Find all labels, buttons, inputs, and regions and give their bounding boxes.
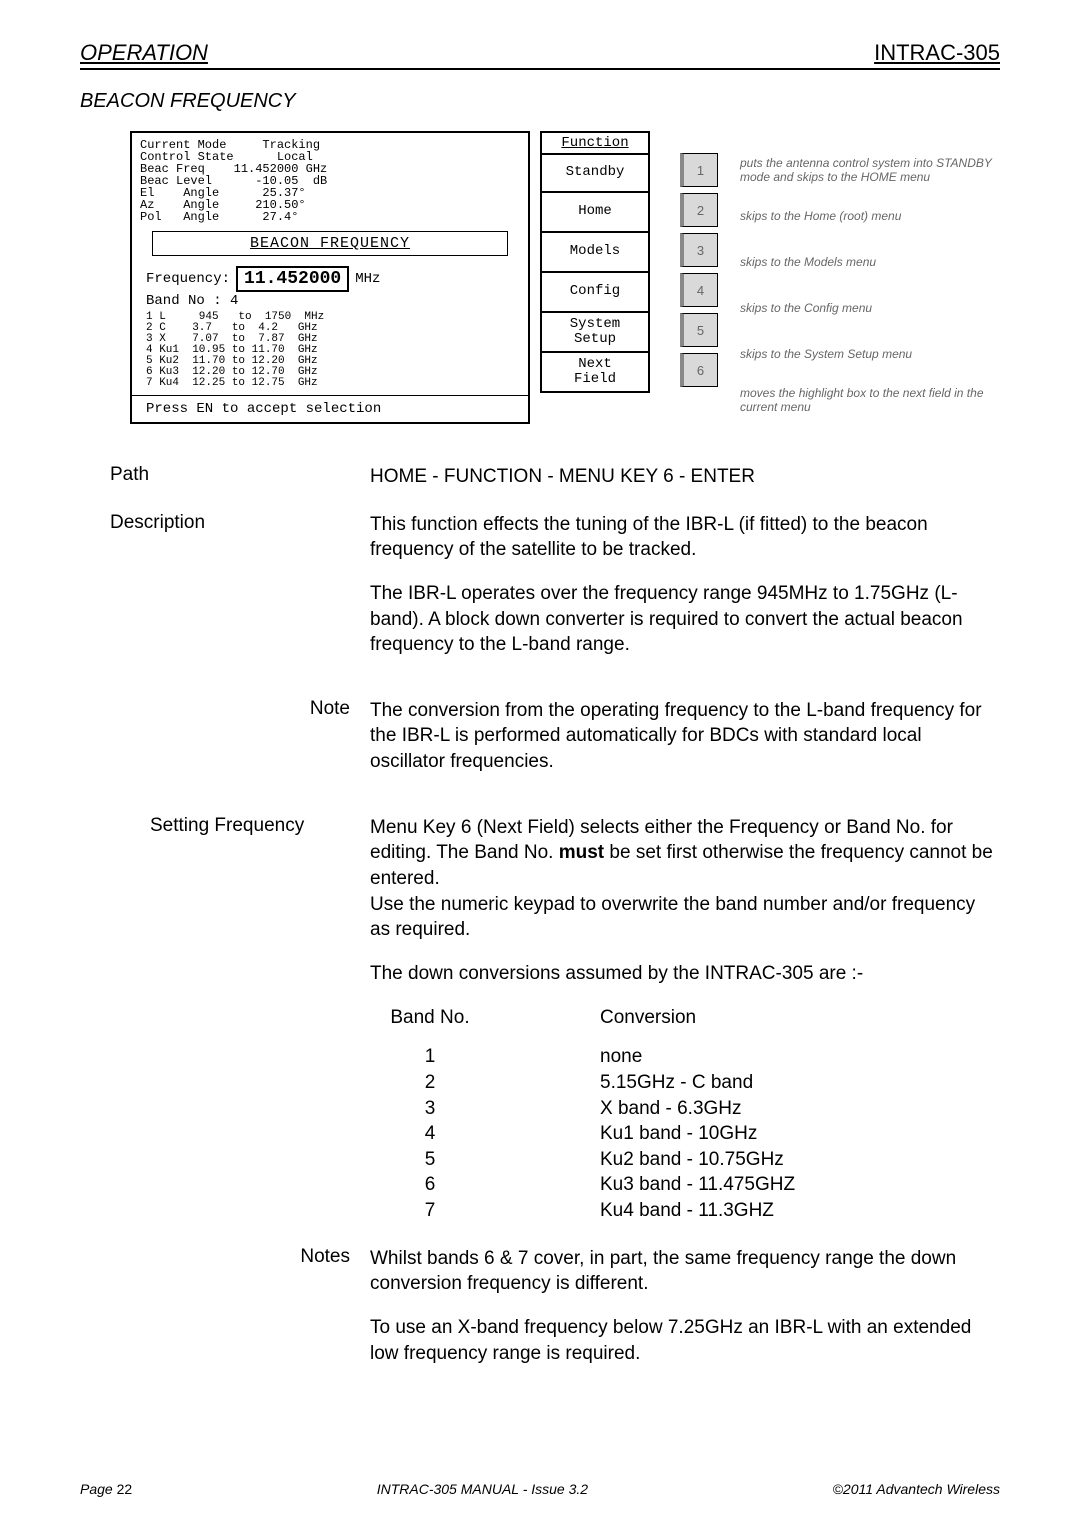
number-column: 1 2 3 4 5 6 [680, 153, 718, 424]
lcd-frequency-row: Frequency: 11.452000 MHz [132, 260, 528, 294]
lcd-panel: Current Mode Tracking Control State Loca… [130, 131, 530, 424]
desc-6: moves the highlight box to the next fiel… [740, 383, 1000, 417]
function-menu: Function Standby Home Models Config Syst… [540, 131, 650, 424]
freq-unit: MHz [355, 272, 380, 286]
header-left: OPERATION [80, 40, 208, 66]
path-row: Path HOME - FUNCTION - MENU KEY 6 - ENTE… [110, 464, 1000, 490]
notes-content: Whilst bands 6 & 7 cover, in part, the s… [370, 1246, 1000, 1385]
num-5[interactable]: 5 [680, 313, 718, 347]
lcd-footer: Press EN to accept selection [132, 395, 528, 422]
conv-col-bandno: Band No. 1 2 3 4 5 6 7 [380, 1005, 480, 1224]
func-home[interactable]: Home [540, 193, 650, 233]
desc-p1: This function effects the tuning of the … [370, 512, 1000, 563]
func-models[interactable]: Models [540, 233, 650, 273]
band-4: 4 [380, 1121, 480, 1147]
notes-p1: Whilst bands 6 & 7 cover, in part, the s… [370, 1246, 1000, 1297]
num-4[interactable]: 4 [680, 273, 718, 307]
num-2[interactable]: 2 [680, 193, 718, 227]
lcd-status-block: Current Mode Tracking Control State Loca… [132, 133, 528, 227]
band-no-row: Band No : 4 [132, 294, 528, 310]
lcd-title: BEACON FREQUENCY [152, 231, 508, 256]
setting-p1: Menu Key 6 (Next Field) selects either t… [370, 815, 1000, 943]
band-3: 3 [380, 1096, 480, 1122]
conversion-table: Band No. 1 2 3 4 5 6 7 Conversion none 5… [380, 1005, 1000, 1224]
page-header: OPERATION INTRAC-305 [80, 40, 1000, 70]
description-row: Description This function effects the tu… [110, 512, 1000, 676]
body-content: Path HOME - FUNCTION - MENU KEY 6 - ENTE… [110, 464, 1000, 1384]
func-descriptions: puts the antenna control system into STA… [740, 153, 1000, 424]
conv-h2: Conversion [600, 1005, 795, 1031]
description-label: Description [110, 512, 370, 676]
conv-h1: Band No. [380, 1005, 480, 1031]
screenshot-area: Current Mode Tracking Control State Loca… [130, 131, 1000, 424]
notes-label: Notes [110, 1246, 370, 1385]
conv-col-conversion: Conversion none 5.15GHz - C band X band … [600, 1005, 795, 1224]
note-label: Note [110, 698, 370, 793]
band-no-label: Band No : 4 [146, 294, 238, 308]
desc-2: skips to the Home (root) menu [740, 199, 1000, 233]
notes-p2: To use an X-band frequency below 7.25GHz… [370, 1315, 1000, 1366]
conv-1: none [600, 1044, 795, 1070]
band-6: 6 [380, 1172, 480, 1198]
desc-p2: The IBR-L operates over the frequency ra… [370, 581, 1000, 658]
num-3[interactable]: 3 [680, 233, 718, 267]
conv-7: Ku4 band - 11.3GHZ [600, 1198, 795, 1224]
header-right: INTRAC-305 [874, 40, 1000, 66]
num-1[interactable]: 1 [680, 153, 718, 187]
func-system-setup[interactable]: System Setup [540, 313, 650, 353]
note-content: The conversion from the operating freque… [370, 698, 1000, 793]
footer-center: INTRAC-305 MANUAL - Issue 3.2 [377, 1481, 588, 1497]
description-content: This function effects the tuning of the … [370, 512, 1000, 676]
footer-right: ©2011 Advantech Wireless [833, 1481, 1000, 1497]
path-value: HOME - FUNCTION - MENU KEY 6 - ENTER [370, 464, 1000, 490]
func-config[interactable]: Config [540, 273, 650, 313]
band-2: 2 [380, 1070, 480, 1096]
band-1: 1 [380, 1044, 480, 1070]
setting-p3: The down conversions assumed by the INTR… [370, 961, 1000, 987]
conv-2: 5.15GHz - C band [600, 1070, 795, 1096]
band-7: 7 [380, 1198, 480, 1224]
band-5: 5 [380, 1147, 480, 1173]
conv-4: Ku1 band - 10GHz [600, 1121, 795, 1147]
freq-value-box[interactable]: 11.452000 [236, 266, 349, 292]
page-footer: Page 22 INTRAC-305 MANUAL - Issue 3.2 ©2… [80, 1481, 1000, 1497]
note-p1: The conversion from the operating freque… [370, 698, 1000, 775]
func-next-field[interactable]: Next Field [540, 353, 650, 393]
lcd-bands-block: 1 L 945 to 1750 MHz 2 C 3.7 to 4.2 GHz 3… [132, 310, 528, 395]
function-header: Function [540, 131, 650, 153]
desc-5: skips to the System Setup menu [740, 337, 1000, 371]
note-row: Note The conversion from the operating f… [110, 698, 1000, 793]
notes-row: Notes Whilst bands 6 & 7 cover, in part,… [110, 1246, 1000, 1385]
freq-label: Frequency: [146, 272, 230, 286]
desc-4: skips to the Config menu [740, 291, 1000, 325]
setting-content: Menu Key 6 (Next Field) selects either t… [370, 815, 1000, 1224]
setting-row: Setting Frequency Menu Key 6 (Next Field… [110, 815, 1000, 1224]
section-title: BEACON FREQUENCY [80, 90, 1000, 113]
num-6[interactable]: 6 [680, 353, 718, 387]
desc-1: puts the antenna control system into STA… [740, 153, 1000, 187]
conv-5: Ku2 band - 10.75GHz [600, 1147, 795, 1173]
conv-6: Ku3 band - 11.475GHZ [600, 1172, 795, 1198]
conv-3: X band - 6.3GHz [600, 1096, 795, 1122]
path-label: Path [110, 464, 370, 490]
footer-left: Page 22 [80, 1481, 132, 1497]
func-standby[interactable]: Standby [540, 153, 650, 193]
setting-label: Setting Frequency [110, 815, 370, 1224]
desc-3: skips to the Models menu [740, 245, 1000, 279]
